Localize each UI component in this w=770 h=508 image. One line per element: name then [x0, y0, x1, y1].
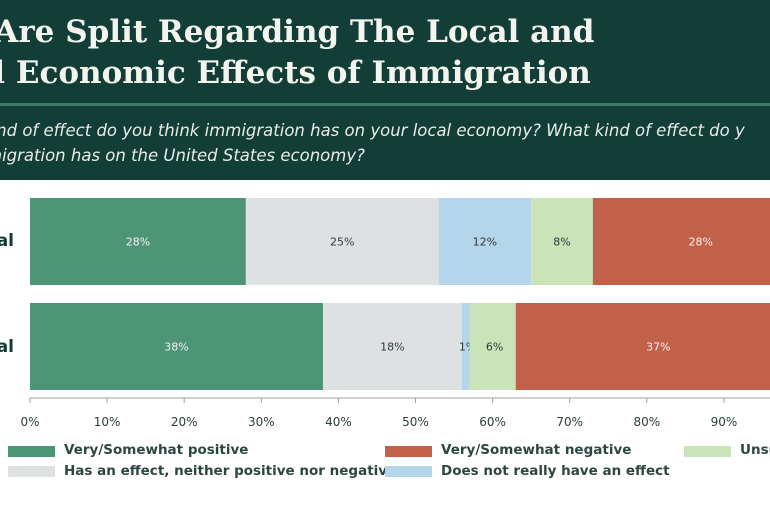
title-line-2: onal Economic Effects of Immigration	[0, 55, 591, 91]
bar-segment	[515, 303, 770, 390]
bar-data-label: 37%	[646, 341, 670, 354]
x-tick-label: 30%	[248, 415, 275, 429]
bar-data-label: 8%	[553, 236, 570, 249]
x-tick-label: 70%	[556, 415, 583, 429]
bar-segment	[30, 303, 323, 390]
bar-segment	[245, 198, 439, 285]
bar-segment	[469, 303, 516, 390]
bar-segment	[531, 198, 593, 285]
row-label-national: al	[0, 337, 14, 357]
x-tick-label: 0%	[20, 415, 39, 429]
bar-data-label: 38%	[164, 341, 188, 354]
bar-segment	[461, 303, 470, 390]
header-divider	[0, 103, 770, 106]
bar-segment	[30, 198, 246, 285]
page-title: ers Are Split Regarding The Local and on…	[0, 12, 594, 94]
header-banner: ers Are Split Regarding The Local and on…	[0, 0, 770, 180]
question-line-2: migration has on the United States econo…	[0, 146, 365, 165]
x-tick-label: 40%	[325, 415, 352, 429]
x-tick-label: 50%	[402, 415, 429, 429]
bar-data-label: 28%	[689, 236, 713, 249]
x-tick-label: 10%	[94, 415, 121, 429]
bar-segment	[322, 303, 462, 390]
bar-segment	[438, 198, 532, 285]
x-tick-label: 80%	[633, 415, 660, 429]
bar-data-label: 6%	[486, 341, 503, 354]
x-tick-label: 90%	[711, 415, 738, 429]
bar-data-label: 12%	[473, 236, 497, 249]
bar-segment	[592, 198, 770, 285]
x-tick-label: 20%	[171, 415, 198, 429]
question-line-1: kind of effect do you think immigration …	[0, 121, 745, 140]
title-line-1: ers Are Split Regarding The Local and	[0, 14, 595, 50]
bar-data-label: 25%	[330, 236, 354, 249]
x-tick-label: 60%	[479, 415, 506, 429]
bar-data-label: 18%	[380, 341, 404, 354]
row-label-local: al	[0, 231, 14, 251]
bar-data-label: 28%	[126, 236, 150, 249]
